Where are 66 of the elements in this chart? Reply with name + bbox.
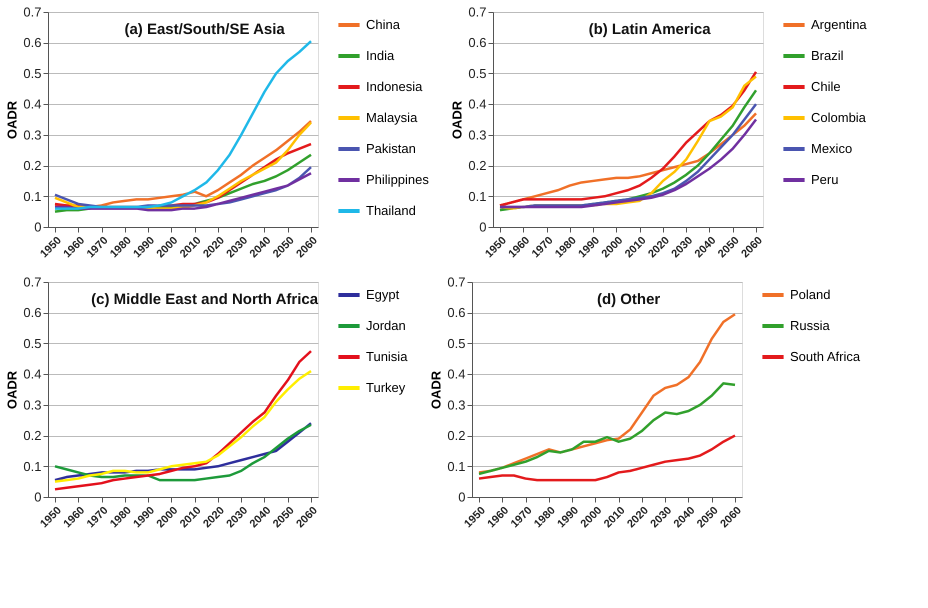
line-series <box>478 382 736 476</box>
legend-label: Peru <box>811 172 838 187</box>
y-tick-label: 0.1 <box>447 458 466 474</box>
legend-label: Argentina <box>811 17 868 32</box>
line-series <box>478 434 736 482</box>
y-tick-label: 0.2 <box>447 428 466 444</box>
y-tick-label: 0.4 <box>468 96 486 112</box>
y-tick-label: 0.7 <box>23 274 42 290</box>
y-tick-label: 0.5 <box>468 66 486 81</box>
legend-label: Malaysia <box>366 110 418 125</box>
line-series <box>54 370 312 483</box>
legend-label: Jordan <box>366 318 406 333</box>
text: (b) Latin America <box>588 21 712 38</box>
y-tick-label: 0.4 <box>23 366 42 382</box>
y-tick-label: 0.4 <box>23 96 42 112</box>
legend-label: Indonesia <box>366 79 424 94</box>
y-tick-label: 0.3 <box>23 127 42 142</box>
legend-label: South Africa <box>790 349 861 364</box>
legend-label: Poland <box>790 287 830 302</box>
y-tick-label: 0.5 <box>447 336 466 351</box>
y-axis-title: OADR <box>449 100 464 140</box>
y-tick-label: 0.3 <box>447 397 466 412</box>
y-tick-label: 0.1 <box>23 458 42 474</box>
line-series <box>54 40 312 210</box>
legend-label: Mexico <box>811 141 852 156</box>
y-tick-label: 0 <box>34 220 42 234</box>
text: (a) East/South/SE Asia <box>124 21 286 38</box>
y-tick-label: 0.3 <box>23 397 42 412</box>
line-series <box>54 172 312 212</box>
y-tick-label: 0.1 <box>468 188 486 204</box>
y-tick-label: 0.6 <box>468 35 486 50</box>
y-tick-label: 0.3 <box>468 127 486 142</box>
legend-label: Turkey <box>366 380 406 395</box>
y-tick-label: 0.7 <box>447 274 466 290</box>
y-tick-label: 0.4 <box>447 366 466 382</box>
line-series <box>54 350 312 491</box>
y-tick-label: 0.2 <box>468 158 486 174</box>
legend-label: Russia <box>790 318 831 333</box>
legend-label: Tunisia <box>366 349 408 364</box>
legend-label: Chile <box>811 79 841 94</box>
legend-label: China <box>366 17 401 32</box>
legend-label: Pakistan <box>366 141 416 156</box>
y-tick-label: 0.1 <box>23 188 42 204</box>
legend-label: Philippines <box>366 172 430 187</box>
y-tick-label: 0 <box>479 220 486 234</box>
y-tick-label: 0.7 <box>468 4 486 20</box>
y-axis-title: OADR <box>428 370 444 410</box>
y-tick-label: 0.6 <box>447 305 466 320</box>
text: (d) Other <box>596 291 660 308</box>
y-axis-title: OADR <box>4 100 20 140</box>
legend-label: Brazil <box>811 48 844 63</box>
legend-label: Thailand <box>366 203 416 218</box>
legend-label: Colombia <box>811 110 867 125</box>
y-tick-label: 0 <box>34 490 42 504</box>
y-tick-label: 0.6 <box>23 305 42 320</box>
y-axis-title: OADR <box>4 370 20 410</box>
y-tick-label: 0.6 <box>23 35 42 50</box>
legend-label: India <box>366 48 395 63</box>
y-tick-label: 0.2 <box>23 158 42 174</box>
y-tick-label: 0.5 <box>23 336 42 351</box>
y-tick-label: 0.5 <box>23 66 42 81</box>
text: (c) Middle East and North Africa <box>91 291 319 308</box>
y-tick-label: 0 <box>458 490 466 504</box>
y-tick-label: 0.7 <box>23 4 42 20</box>
y-tick-label: 0.2 <box>23 428 42 444</box>
legend-label: Egypt <box>366 287 400 302</box>
